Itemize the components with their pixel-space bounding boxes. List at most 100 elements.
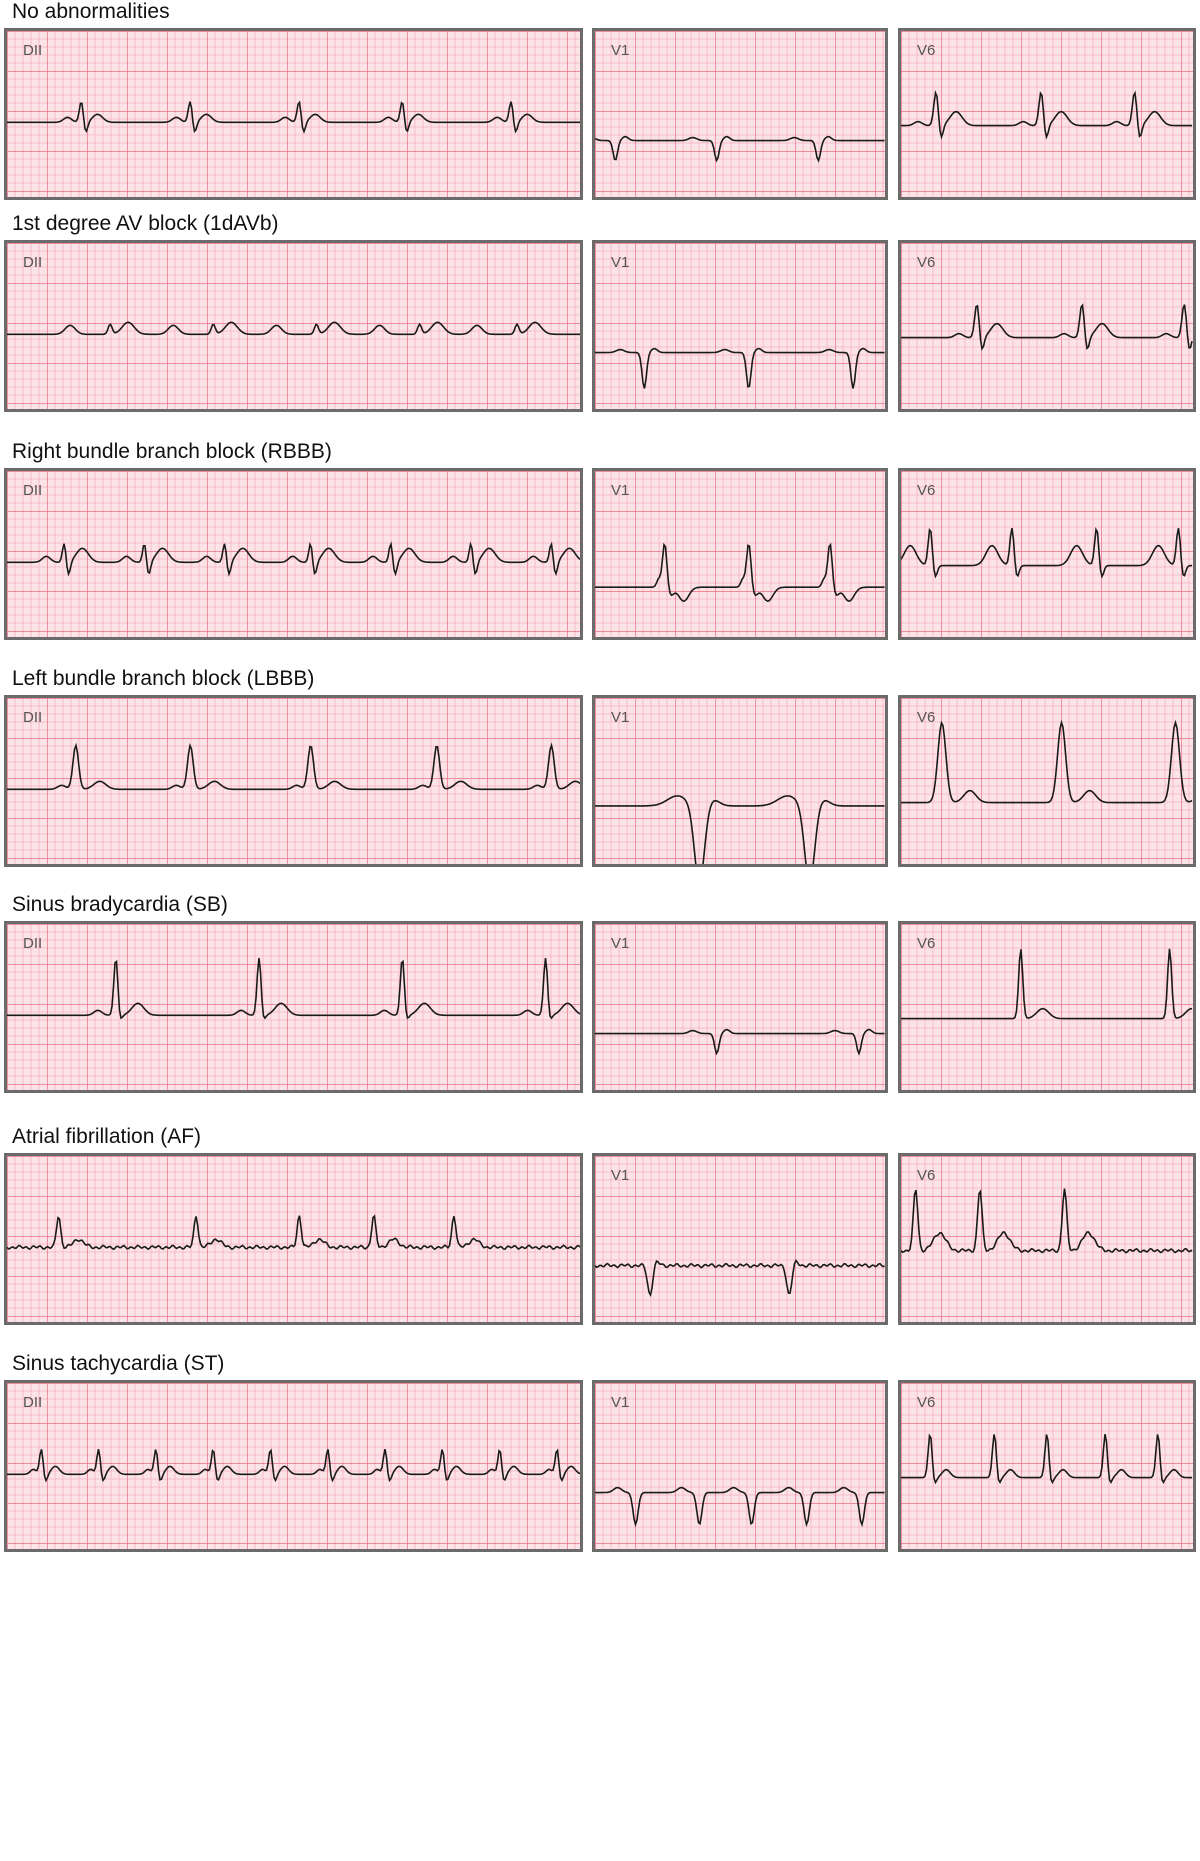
lead-label: DII [23, 935, 42, 952]
ecg-strip: DII [7, 924, 580, 1090]
lead-label: V1 [611, 1167, 629, 1184]
ecg-trace [901, 719, 1193, 804]
lead-label: V1 [611, 42, 629, 59]
section-title: Atrial fibrillation (AF) [12, 1125, 202, 1148]
lead-label: DII [23, 482, 42, 499]
ecg-strip: V1 [595, 924, 885, 1090]
ecg-panel-v1: V1 [592, 28, 888, 200]
ecg-trace [7, 742, 580, 791]
lead-label: V1 [611, 935, 629, 952]
ecg-strip: DII [7, 243, 580, 409]
ecg-strip: V1 [595, 1383, 885, 1549]
ecg-trace [595, 135, 885, 163]
ecg-panel-dii: DII [4, 695, 583, 867]
ecg-trace [7, 541, 580, 577]
ecg-trace [901, 89, 1192, 140]
ecg-trace [7, 958, 580, 1020]
ecg-panel-dii: DII [4, 468, 583, 640]
ecg-strip [7, 1156, 580, 1322]
ecg-panel-v1: V1 [592, 240, 888, 412]
ecg-trace [595, 1259, 885, 1298]
section-title: 1st degree AV block (1dAVb) [12, 212, 279, 235]
ecg-grid [901, 31, 1193, 197]
ecg-trace [901, 1433, 1192, 1485]
ecg-grid [901, 1383, 1193, 1549]
section-title: No abnormalities [12, 0, 170, 23]
ecg-panel-v6: V6 [898, 240, 1196, 412]
ecg-grid [595, 471, 885, 637]
ecg-strip: DII [7, 31, 580, 197]
section-title: Sinus bradycardia (SB) [12, 893, 228, 916]
ecg-strip: DII [7, 698, 580, 864]
lead-label: V6 [917, 42, 935, 59]
ecg-trace [595, 542, 885, 603]
ecg-grid [901, 471, 1193, 637]
lead-label: DII [23, 42, 42, 59]
lead-label: V6 [917, 1167, 935, 1184]
ecg-section: Atrial fibrillation (AF) V1 V6 [0, 1125, 1200, 1331]
ecg-grid [595, 698, 885, 864]
lead-label: V1 [611, 482, 629, 499]
ecg-trace [901, 526, 1192, 579]
ecg-trace [7, 100, 580, 134]
ecg-grid [7, 698, 580, 864]
ecg-grid [901, 1156, 1193, 1322]
ecg-grid [7, 31, 580, 197]
ecg-grid [595, 924, 885, 1090]
lead-label: V6 [917, 935, 935, 952]
ecg-panel-v6: V6 [898, 695, 1196, 867]
ecg-strip: V1 [595, 698, 885, 864]
ecg-trace [7, 1214, 580, 1251]
ecg-strip: V6 [901, 924, 1193, 1090]
ecg-strip: DII [7, 471, 580, 637]
ecg-panel-dii: DII [4, 921, 583, 1093]
ecg-panel-dii: DII [4, 1380, 583, 1552]
ecg-strip: V6 [901, 698, 1193, 864]
section-title: Left bundle branch block (LBBB) [12, 667, 315, 690]
section-title: Right bundle branch block (RBBB) [12, 440, 332, 463]
lead-label: V1 [611, 709, 629, 726]
ecg-trace [595, 795, 885, 864]
ecg-grid [7, 924, 580, 1090]
ecg-panel-v1: V1 [592, 1153, 888, 1325]
ecg-trace [595, 1486, 885, 1528]
ecg-grid [595, 1156, 885, 1322]
lead-label: V6 [917, 254, 935, 271]
ecg-trace [901, 1188, 1193, 1254]
ecg-trace [901, 303, 1193, 351]
ecg-trace [7, 1448, 580, 1483]
ecg-section: Right bundle branch block (RBBB) DII V1 V6 [0, 440, 1200, 646]
lead-label: V1 [611, 1394, 629, 1411]
ecg-strip: V1 [595, 471, 885, 637]
lead-label: V6 [917, 1394, 935, 1411]
lead-label: V1 [611, 254, 629, 271]
lead-label: DII [23, 254, 42, 271]
ecg-section: Left bundle branch block (LBBB) DII V1 V6 [0, 667, 1200, 873]
ecg-trace [901, 948, 1193, 1020]
ecg-strip: V6 [901, 31, 1193, 197]
ecg-grid [7, 1383, 580, 1549]
ecg-panel-v6: V6 [898, 921, 1196, 1093]
ecg-panel-v6: V6 [898, 468, 1196, 640]
lead-label: DII [23, 709, 42, 726]
ecg-strip: V6 [901, 1383, 1193, 1549]
lead-label: V6 [917, 709, 935, 726]
ecg-panel-v6: V6 [898, 1380, 1196, 1552]
lead-label: V6 [917, 482, 935, 499]
ecg-strip: V6 [901, 1156, 1193, 1322]
ecg-strip: V6 [901, 471, 1193, 637]
ecg-strip: V1 [595, 1156, 885, 1322]
ecg-grid [595, 243, 885, 409]
ecg-section: No abnormalities DII V1 V6 [0, 0, 1200, 206]
ecg-panel-dii: DII [4, 240, 583, 412]
ecg-section: 1st degree AV block (1dAVb) DII V1 V6 [0, 212, 1200, 418]
ecg-grid [901, 698, 1193, 864]
ecg-strip: V1 [595, 31, 885, 197]
ecg-grid [7, 243, 580, 409]
lead-label: DII [23, 1394, 42, 1411]
ecg-strip: DII [7, 1383, 580, 1549]
ecg-panel-v1: V1 [592, 921, 888, 1093]
ecg-panel-v1: V1 [592, 1380, 888, 1552]
ecg-section: Sinus tachycardia (ST) DII V1 V6 [0, 1352, 1200, 1558]
ecg-panel-dii [4, 1153, 583, 1325]
